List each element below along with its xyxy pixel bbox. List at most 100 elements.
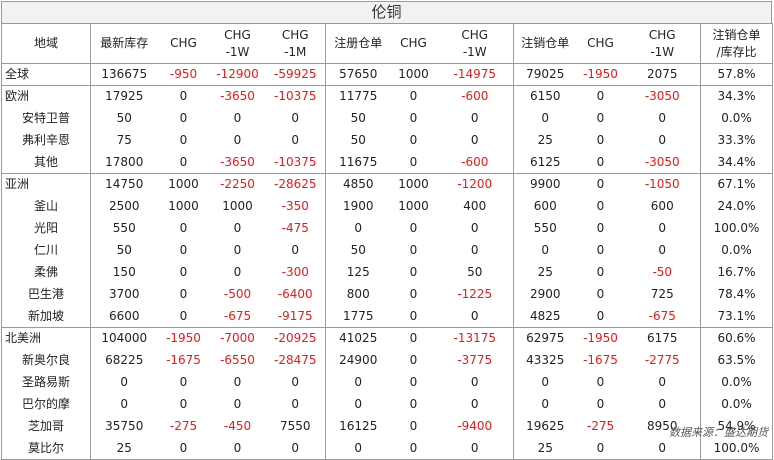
- location-row: 芝加哥 35750 -275 -450 7550 16125 0 -9400 19625 -275…: [1, 415, 773, 437]
- value-cell: 0: [596, 243, 605, 257]
- value-cell: 0: [658, 221, 667, 235]
- value-cell: 0: [513, 107, 577, 129]
- region-name-cell: 新奥尔良: [1, 349, 91, 371]
- header-label: CHG: [400, 36, 427, 50]
- location-row: 巴尔的摩 0 0 0 0 0 0 0 0 0 0 0.0%: [1, 393, 773, 415]
- region-name-cell: 仁川: [1, 239, 91, 261]
- region-name-cell: 柔佛: [1, 261, 91, 283]
- value-cell: 0: [179, 221, 188, 235]
- header-cell: CHG -1W: [624, 23, 701, 64]
- value-cell: 11775: [325, 85, 391, 107]
- value-cell: 0: [233, 221, 242, 235]
- value-cell: 0: [409, 287, 418, 301]
- value-cell: 0: [157, 85, 210, 107]
- value-cell: 57.8%: [700, 63, 773, 86]
- region-name-cell: 釜山: [1, 195, 91, 217]
- value-cell: 0.0%: [700, 371, 773, 393]
- value-cell: -6400: [277, 287, 313, 301]
- value-cell: 1000: [222, 199, 253, 213]
- value-cell: 0: [179, 111, 188, 125]
- value-cell: 1775: [325, 305, 391, 328]
- header-cell: CHG -1W: [436, 23, 514, 64]
- value-cell: 0: [596, 111, 605, 125]
- value-cell: 0: [658, 397, 667, 411]
- value-cell: -12900: [209, 63, 266, 86]
- value-cell: 75: [90, 129, 158, 151]
- value-cell: 0: [233, 375, 242, 389]
- value-cell: 0: [233, 111, 242, 125]
- value-cell: 0: [596, 397, 605, 411]
- region-name-cell: 莫比尔: [1, 437, 91, 460]
- value-cell: 0: [436, 437, 514, 460]
- header-cell: 注销仓单: [513, 23, 577, 64]
- region-name-cell: 圣路易斯: [1, 371, 91, 393]
- value-cell: -475: [281, 221, 309, 235]
- value-cell: -13175: [436, 327, 514, 349]
- value-cell: 0: [409, 353, 418, 367]
- value-cell: 0: [596, 221, 605, 235]
- value-cell: -7000: [209, 327, 266, 349]
- table-body: 全球 136675 -950 -12900 -59925 57650 1000 -14975 7…: [1, 63, 773, 460]
- value-cell: 2900: [513, 283, 577, 305]
- value-cell: 33.3%: [700, 129, 773, 151]
- value-cell: 57650: [325, 63, 391, 86]
- header-label: 注销仓单: [521, 36, 570, 50]
- value-cell: 550: [90, 217, 158, 239]
- value-cell: 4825: [513, 305, 577, 328]
- value-cell: 0: [513, 393, 577, 415]
- value-cell: 800: [325, 283, 391, 305]
- value-cell: 0.0%: [700, 107, 773, 129]
- value-cell: 3700: [90, 283, 158, 305]
- value-cell: 0: [90, 393, 158, 415]
- value-cell: 2075: [624, 63, 701, 86]
- header-label: CHG: [648, 27, 676, 42]
- value-cell: 50: [325, 107, 391, 129]
- value-cell: 1000: [168, 199, 199, 213]
- value-cell: -275: [586, 419, 615, 433]
- location-row: 弗利辛恩 75 0 0 0 50 0 0 25 0 0 33.3%: [1, 129, 773, 151]
- value-cell: 50: [467, 265, 483, 279]
- value-cell: 0: [658, 133, 667, 147]
- location-row: 光阳 550 0 0 -475 0 0 0 550 0 0 100.0%: [1, 217, 773, 239]
- header-cell: 最新库存: [90, 23, 158, 64]
- value-cell: -10375: [265, 151, 326, 174]
- region-name-cell: 安特卫普: [1, 107, 91, 129]
- header-label: -1W: [225, 44, 250, 59]
- value-cell: 1000: [390, 63, 437, 86]
- header-cell: 注销仓单/库存比: [700, 23, 773, 64]
- value-cell: 0: [90, 371, 158, 393]
- value-cell: -10375: [265, 85, 326, 107]
- value-cell: 1000: [398, 199, 429, 213]
- value-cell: 0: [291, 111, 300, 125]
- value-cell: 0: [291, 133, 300, 147]
- value-cell: 17800: [90, 151, 158, 174]
- value-cell: 0: [409, 265, 418, 279]
- value-cell: 16.7%: [700, 261, 773, 283]
- value-cell: 0: [513, 239, 577, 261]
- value-cell: 0: [658, 375, 667, 389]
- value-cell: 41025: [325, 327, 391, 349]
- value-cell: 24.0%: [700, 195, 773, 217]
- header-label: CHG: [461, 27, 489, 42]
- value-cell: 0: [291, 243, 300, 257]
- value-cell: 0: [624, 437, 701, 460]
- value-cell: -3650: [209, 85, 266, 107]
- value-cell: -1225: [457, 287, 493, 301]
- value-cell: 0: [233, 265, 242, 279]
- value-cell: 0: [325, 371, 391, 393]
- value-cell: -59925: [265, 63, 326, 86]
- value-cell: 0: [265, 437, 326, 460]
- value-cell: 0: [409, 221, 418, 235]
- value-cell: 0: [390, 437, 437, 460]
- value-cell: 2500: [90, 195, 158, 217]
- value-cell: 0: [596, 199, 605, 213]
- value-cell: -600: [436, 85, 514, 107]
- value-cell: 0: [390, 327, 437, 349]
- region-name-cell: 欧洲: [1, 85, 91, 107]
- value-cell: 11675: [325, 151, 391, 174]
- value-cell: 0: [658, 243, 667, 257]
- value-cell: 0: [157, 305, 210, 328]
- table-title: 伦铜: [1, 1, 772, 23]
- value-cell: 550: [513, 217, 577, 239]
- value-cell: 0: [470, 133, 479, 147]
